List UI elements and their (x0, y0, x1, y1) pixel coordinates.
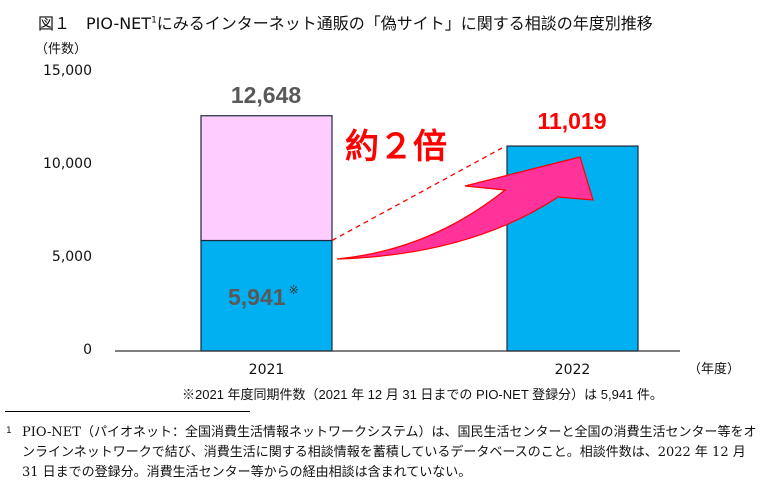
annotation-about-double: 約２倍 (345, 127, 447, 167)
data-label-2021-total: 12,648 (231, 82, 302, 108)
footnote-text: PIO-NET（パイオネット：全国消費生活情報ネットワークシステム）は、国民生活… (22, 425, 757, 480)
chart-note: ※2021 年度同期件数（2021 年 12 月 31 日までの PIO-NET… (182, 387, 663, 402)
chart-title: 図１ PIO-NET1にみるインターネット通販の「偽サイト」に関する相談の年度別… (38, 14, 653, 33)
y-tick-label: 5,000 (51, 249, 92, 265)
bar-2021-remainder (200, 115, 333, 242)
y-axis-unit: （件数） (35, 42, 88, 57)
footnote-divider (5, 411, 250, 412)
bar-2021-same-period (200, 239, 333, 352)
y-tick-label: 0 (83, 342, 92, 358)
y-tick-label: 15,000 (43, 63, 92, 79)
data-label-2022-total: 11,019 (537, 108, 606, 134)
note-mark: ※ (289, 283, 299, 297)
data-label-2021-same-period: 5,941 (228, 284, 286, 310)
increase-arrow-icon (336, 156, 594, 260)
x-tick-label: 2021 (249, 362, 285, 378)
x-axis-unit: （年度） (688, 362, 741, 377)
x-tick-label: 2022 (555, 362, 591, 378)
footnote-mark: 1 (6, 426, 12, 436)
y-tick-label: 10,000 (43, 156, 92, 172)
